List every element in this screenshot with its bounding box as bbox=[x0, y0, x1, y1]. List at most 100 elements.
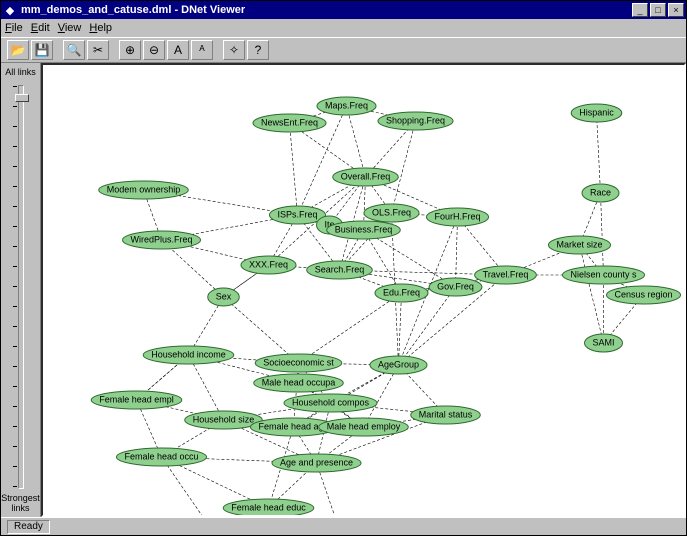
node-label-fheduc: Female head educ bbox=[231, 502, 306, 512]
slider-tick bbox=[13, 226, 17, 227]
slider-tick bbox=[13, 326, 17, 327]
close-button[interactable]: × bbox=[668, 3, 684, 17]
slider-tick bbox=[13, 286, 17, 287]
node-label-fhempl: Female head empl bbox=[99, 394, 174, 404]
node-label-wiredplus: WiredPlus.Freq bbox=[130, 234, 192, 244]
slider-tick bbox=[13, 426, 17, 427]
node-label-agegroup: AgeGroup bbox=[378, 359, 419, 369]
node-label-edu: Edu.Freq bbox=[383, 287, 420, 297]
slider-tick bbox=[13, 306, 17, 307]
node-label-modem: Modem ownership bbox=[107, 184, 181, 194]
edge bbox=[347, 106, 366, 177]
slider-tick bbox=[13, 346, 17, 347]
slider-tick bbox=[13, 366, 17, 367]
network-graph[interactable]: Maps.Freq NewsEnt.Freq Shopping.Freq Hispan… bbox=[43, 65, 684, 515]
slider-tick bbox=[13, 446, 17, 447]
slider-tick bbox=[13, 486, 17, 487]
menu-help[interactable]: Help bbox=[89, 22, 112, 34]
slider-tick bbox=[13, 126, 17, 127]
edge bbox=[399, 293, 402, 365]
maximize-button[interactable]: □ bbox=[650, 3, 666, 17]
slider-tick bbox=[13, 246, 17, 247]
node-label-maps: Maps.Freq bbox=[325, 100, 368, 110]
zoom-out-icon[interactable]: ⊖ bbox=[143, 40, 165, 60]
slider-tick bbox=[13, 146, 17, 147]
slider-thumb[interactable] bbox=[15, 94, 29, 102]
slider-bottom-label: Strongest links bbox=[1, 493, 40, 513]
edge bbox=[364, 230, 402, 293]
main-area: All links Strongest links Maps.Freq NewsE… bbox=[1, 63, 686, 517]
expand-icon[interactable]: ✧ bbox=[223, 40, 245, 60]
slider-tick bbox=[13, 166, 17, 167]
node-label-hhsize: Household size bbox=[193, 414, 255, 424]
node-label-marital: Marital status bbox=[419, 409, 473, 419]
zoom-in-icon[interactable]: ⊕ bbox=[119, 40, 141, 60]
edge bbox=[392, 121, 416, 213]
node-label-mhemploy: Male head employ bbox=[327, 421, 401, 431]
graph-canvas[interactable]: Maps.Freq NewsEnt.Freq Shopping.Freq Hispan… bbox=[41, 63, 686, 517]
find-icon[interactable]: 🔍 bbox=[63, 40, 85, 60]
node-label-xxx: XXX.Freq bbox=[249, 259, 288, 269]
slider-tick bbox=[13, 386, 17, 387]
statusbar: Ready bbox=[1, 517, 686, 535]
slider-tick bbox=[13, 406, 17, 407]
save-icon[interactable]: 💾 bbox=[31, 40, 53, 60]
slider-tick bbox=[13, 466, 17, 467]
node-label-nielsen: Nielsen county s bbox=[570, 269, 637, 279]
edge bbox=[294, 363, 299, 427]
node-label-ols: OLS.Freq bbox=[372, 207, 411, 217]
edge bbox=[224, 297, 299, 363]
cut-icon[interactable]: ✂ bbox=[87, 40, 109, 60]
link-strength-slider: All links Strongest links bbox=[1, 63, 41, 517]
slider-top-label: All links bbox=[5, 67, 36, 77]
help-icon[interactable]: ? bbox=[247, 40, 269, 60]
slider-tick bbox=[13, 206, 17, 207]
font-small-icon[interactable]: ᴬ bbox=[191, 40, 213, 60]
node-label-mhoccupa: Male head occupa bbox=[262, 377, 336, 387]
node-label-business: Business.Freq bbox=[335, 224, 393, 234]
menu-edit[interactable]: Edit bbox=[31, 22, 50, 34]
node-label-race: Race bbox=[590, 187, 611, 197]
window-title: mm_demos_and_catuse.dml - DNet Viewer bbox=[21, 4, 630, 16]
node-label-sex: Sex bbox=[216, 291, 232, 301]
node-label-hispanic: Hispanic bbox=[579, 107, 614, 117]
slider-tick bbox=[13, 266, 17, 267]
edges-layer bbox=[137, 106, 644, 515]
app-window: ◆ mm_demos_and_catuse.dml - DNet Viewer … bbox=[0, 0, 687, 536]
font-icon[interactable]: A bbox=[167, 40, 189, 60]
node-label-socio: Socioeconomic st bbox=[263, 357, 334, 367]
menubar: File Edit View Help bbox=[1, 19, 686, 37]
titlebar: ◆ mm_demos_and_catuse.dml - DNet Viewer … bbox=[1, 1, 686, 19]
edge bbox=[456, 217, 458, 287]
nodes-layer: Maps.Freq NewsEnt.Freq Shopping.Freq Hispan… bbox=[91, 97, 680, 515]
menu-view[interactable]: View bbox=[58, 22, 82, 34]
menu-file[interactable]: File bbox=[5, 22, 23, 34]
app-icon: ◆ bbox=[3, 3, 17, 17]
node-label-hhcompos: Household compos bbox=[292, 397, 370, 407]
node-label-market: Market size bbox=[556, 239, 602, 249]
slider-tick bbox=[13, 86, 17, 87]
toolbar: 📂💾 🔍✂ ⊕⊖Aᴬ ✧? bbox=[1, 37, 686, 63]
open-icon[interactable]: 📂 bbox=[7, 40, 29, 60]
slider-track[interactable] bbox=[18, 85, 24, 489]
slider-tick bbox=[13, 186, 17, 187]
node-label-fourh: FourH.Freq bbox=[434, 211, 480, 221]
edge bbox=[580, 245, 604, 343]
node-label-agepres: Age and presence bbox=[280, 457, 353, 467]
edge bbox=[299, 293, 402, 363]
node-label-newsent: NewsEnt.Freq bbox=[261, 117, 318, 127]
slider-tick bbox=[13, 106, 17, 107]
edge bbox=[597, 113, 601, 193]
node-label-isps: ISPs.Freq bbox=[277, 209, 317, 219]
node-label-hhincome: Household income bbox=[151, 349, 226, 359]
node-label-overall: Overall.Freq bbox=[341, 171, 391, 181]
node-label-fhoccu: Female head occu bbox=[124, 451, 198, 461]
node-label-fhage: Female head age bbox=[258, 421, 328, 431]
node-label-census: Census region bbox=[614, 289, 672, 299]
status-text: Ready bbox=[7, 520, 50, 534]
node-label-shopping: Shopping.Freq bbox=[386, 115, 445, 125]
edge bbox=[189, 355, 224, 420]
minimize-button[interactable]: _ bbox=[632, 3, 648, 17]
edge bbox=[290, 123, 298, 215]
node-label-travel: Travel.Freq bbox=[483, 269, 529, 279]
